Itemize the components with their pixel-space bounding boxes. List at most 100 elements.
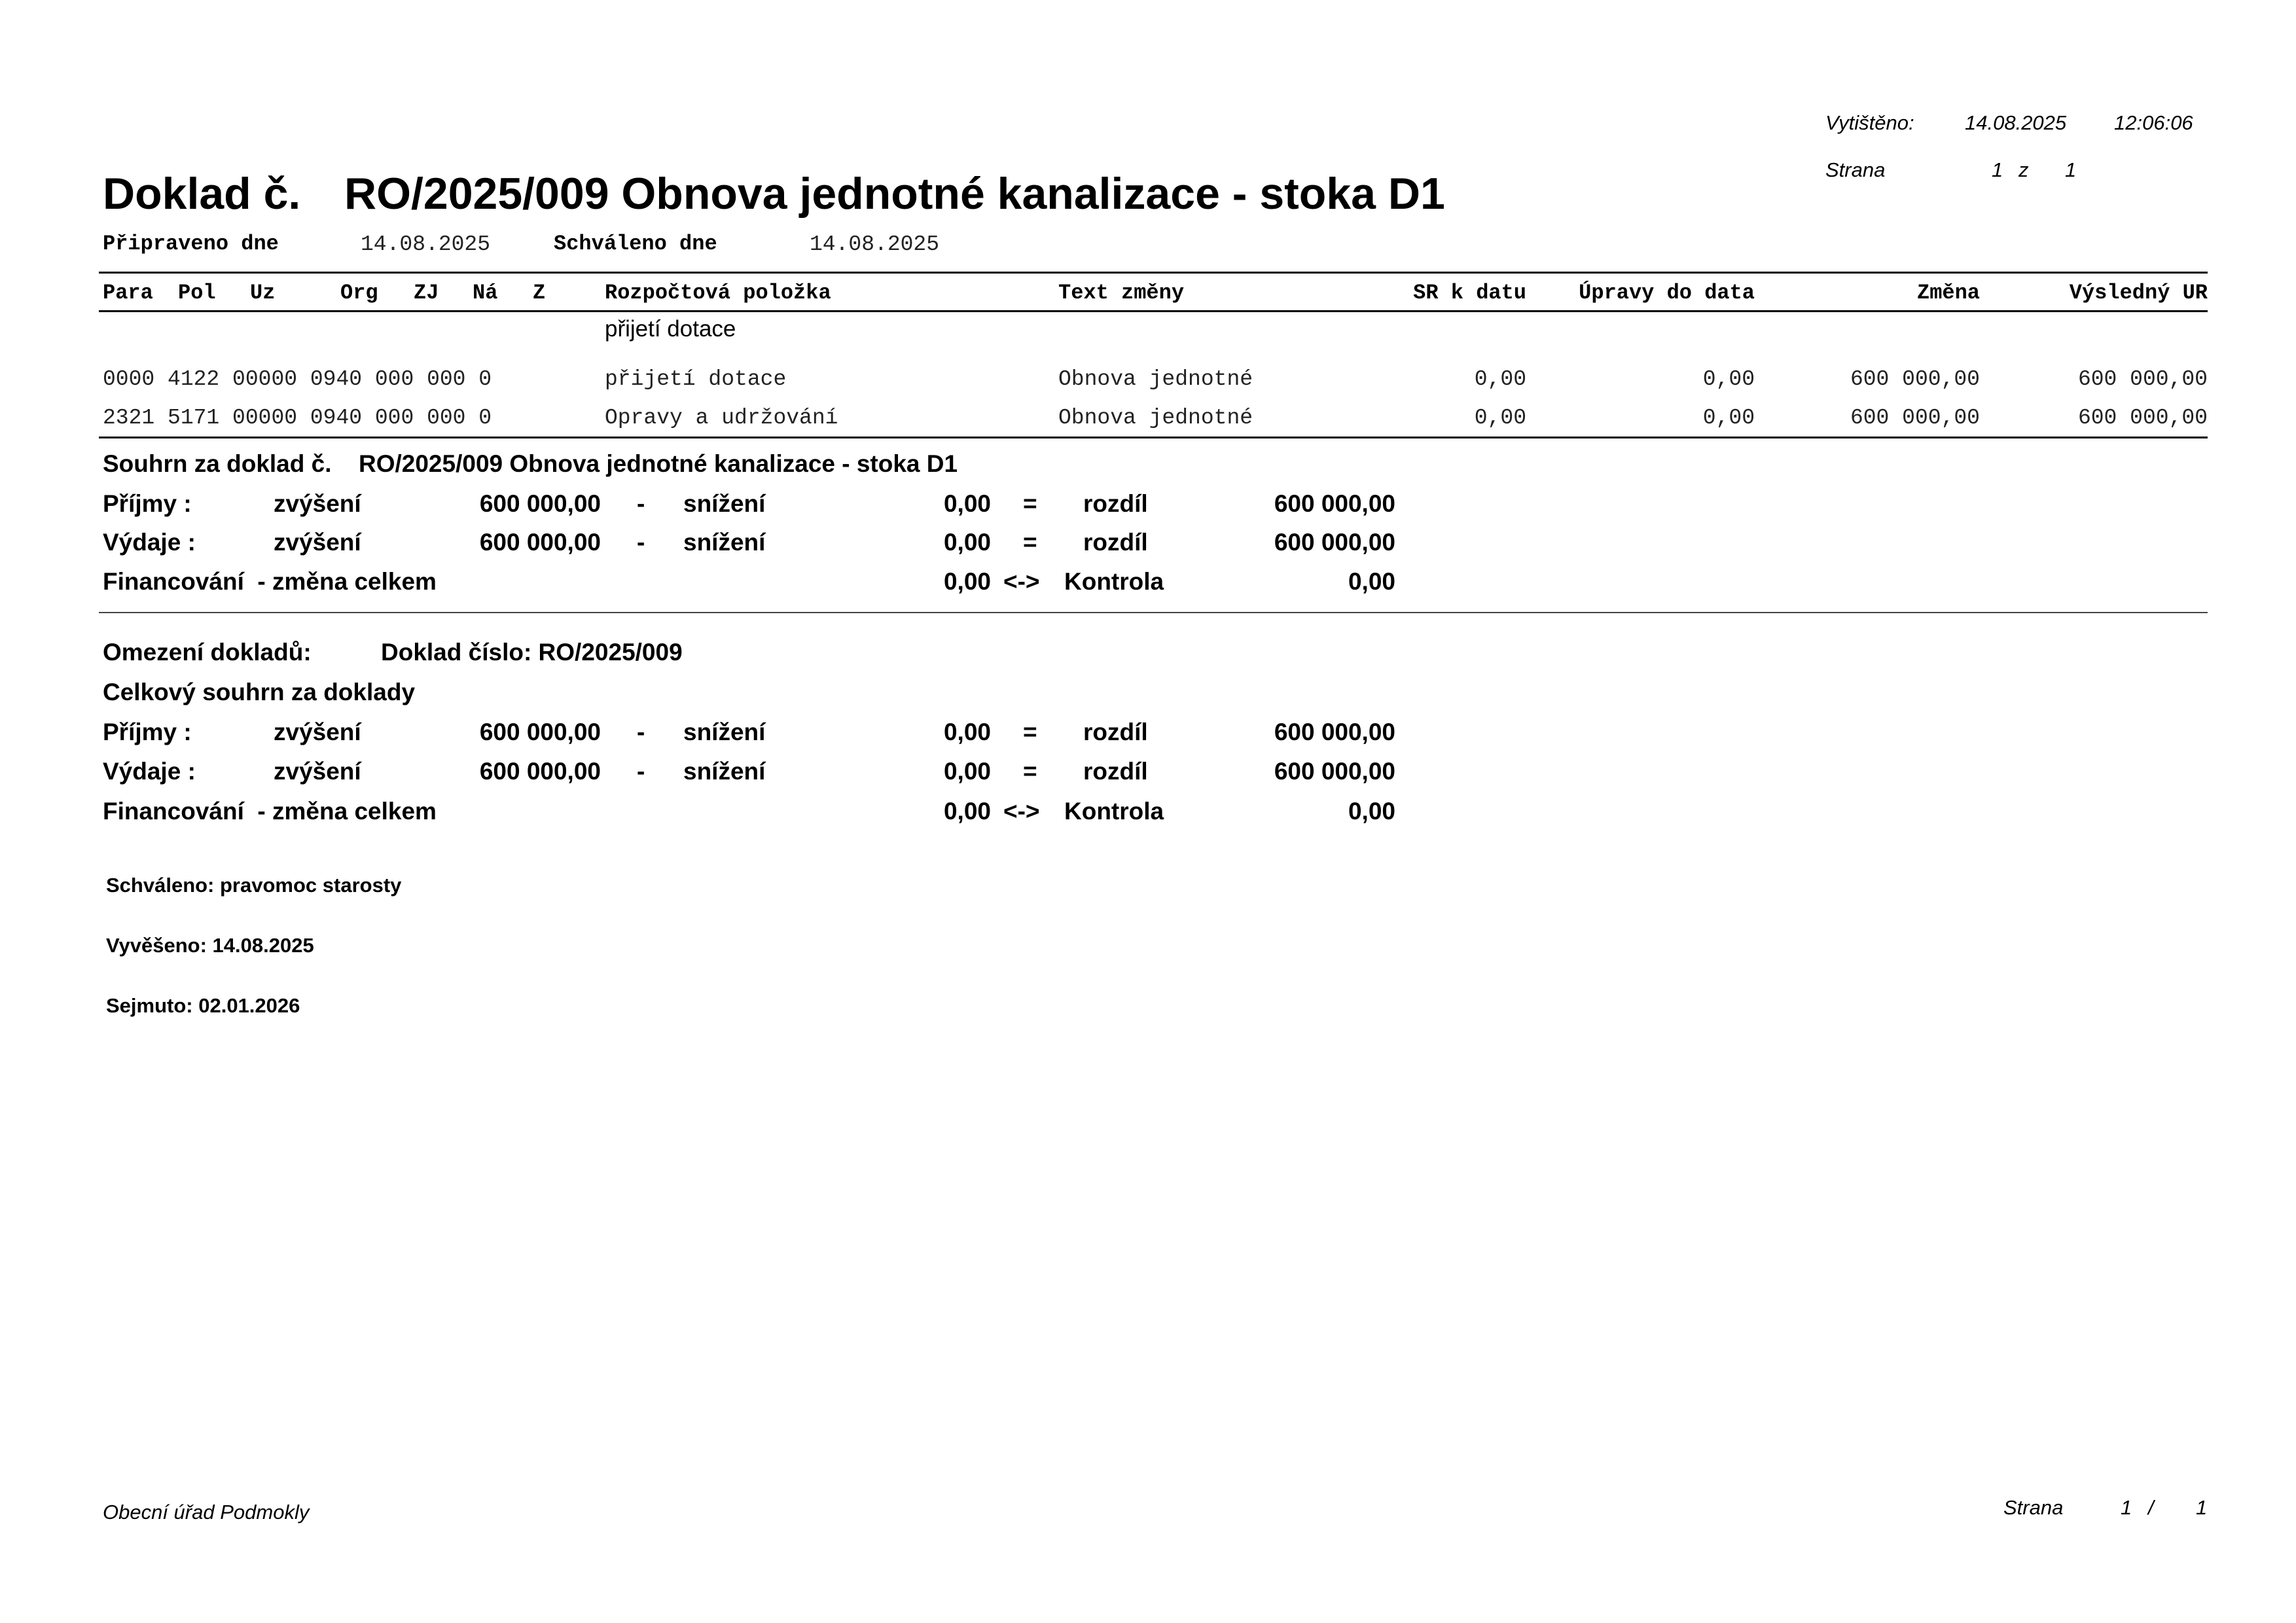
footer-page-label: Strana	[2003, 1496, 2064, 1519]
title-prefix: Doklad č.	[103, 169, 301, 219]
approved-value: 14.08.2025	[810, 232, 940, 257]
header-zj: ZJ	[414, 281, 439, 305]
vydaje-difference: 600 000,00	[1274, 758, 1395, 785]
total-title: Celkový souhrn za doklady	[103, 679, 416, 705]
vydaje-label: Výdaje :	[103, 758, 196, 785]
check-value: 0,00	[1348, 568, 1395, 595]
restriction-value: Doklad číslo: RO/2025/009	[381, 639, 683, 666]
footer-page-current: 1	[2121, 1496, 2132, 1519]
row-zmena: 600 000,00	[1850, 406, 1980, 430]
vydaje-difference-label: rozdíl	[1083, 758, 1148, 785]
note-removed: Sejmuto: 02.01.2026	[106, 994, 300, 1017]
vydaje-label: Výdaje :	[103, 529, 196, 556]
financing-value: 0,00	[943, 798, 991, 825]
prijmy-decrease: 0,00	[943, 719, 991, 745]
prijmy-increase: 600 000,00	[479, 719, 601, 745]
divider	[99, 310, 2208, 312]
vydaje-equals: =	[1023, 758, 1037, 785]
page-of: z	[2018, 158, 2029, 181]
prijmy-decrease-label: snížení	[683, 490, 766, 517]
financing-arrow: <->	[1003, 568, 1040, 595]
header-pol: Pol	[178, 281, 216, 305]
row-text: Obnova jednotné	[1058, 367, 1253, 391]
header-z: Z	[533, 281, 546, 305]
header-zmena: Změna	[1916, 281, 1980, 305]
restriction-label: Omezení dokladů:	[103, 639, 312, 666]
note-approved: Schváleno: pravomoc starosty	[106, 874, 402, 897]
header-upravy: Úpravy do data	[1579, 281, 1755, 305]
header-na: Ná	[473, 281, 498, 305]
footer-org: Obecní úřad Podmokly	[103, 1501, 310, 1524]
row-text: Obnova jednotné	[1058, 406, 1253, 430]
page-label: Strana	[1825, 158, 1886, 181]
vydaje-difference: 600 000,00	[1274, 529, 1395, 556]
row-vysledny: 600 000,00	[2077, 406, 2208, 430]
row-vysledny: 600 000,00	[2077, 367, 2208, 391]
row-sr: 0,00	[1474, 406, 1526, 430]
header-change-text: Text změny	[1058, 281, 1185, 305]
header-sr: SR k datu	[1413, 281, 1526, 305]
row-upravy: 0,00	[1702, 406, 1755, 430]
prijmy-label: Příjmy :	[103, 719, 192, 745]
vydaje-increase-label: zvýšení	[274, 758, 361, 785]
prijmy-minus: -	[637, 490, 645, 517]
financing-arrow: <->	[1003, 798, 1040, 825]
vydaje-increase: 600 000,00	[479, 529, 601, 556]
vydaje-decrease: 0,00	[943, 529, 991, 556]
prijmy-increase-label: zvýšení	[274, 719, 361, 745]
group-label: přijetí dotace	[605, 316, 736, 342]
divider	[99, 272, 2208, 274]
divider	[99, 437, 2208, 438]
financing-label: Financování - změna celkem	[103, 568, 437, 595]
printed-date: 14.08.2025	[1965, 111, 2067, 134]
vydaje-minus: -	[637, 758, 645, 785]
vydaje-decrease: 0,00	[943, 758, 991, 785]
approved-label: Schváleno dne	[554, 232, 717, 256]
page-current: 1	[1992, 158, 2003, 181]
financing-value: 0,00	[943, 568, 991, 595]
page-total: 1	[2065, 158, 2077, 181]
prijmy-difference: 600 000,00	[1274, 719, 1395, 745]
header-uz: Uz	[250, 281, 276, 305]
prijmy-difference-label: rozdíl	[1083, 490, 1148, 517]
prijmy-minus: -	[637, 719, 645, 745]
footer-slash: /	[2148, 1496, 2154, 1519]
prijmy-difference: 600 000,00	[1274, 490, 1395, 517]
check-label: Kontrola	[1064, 798, 1164, 825]
divider	[99, 612, 2208, 613]
vydaje-decrease-label: snížení	[683, 758, 766, 785]
prepared-value: 14.08.2025	[361, 232, 491, 257]
check-label: Kontrola	[1064, 568, 1164, 595]
printed-label: Vytištěno:	[1825, 111, 1914, 134]
row-sr: 0,00	[1474, 367, 1526, 391]
summary-title-prefix: Souhrn za doklad č.	[103, 450, 332, 477]
prijmy-increase: 600 000,00	[479, 490, 601, 517]
row-upravy: 0,00	[1702, 367, 1755, 391]
vydaje-difference-label: rozdíl	[1083, 529, 1148, 556]
summary-title: RO/2025/009 Obnova jednotné kanalizace -…	[359, 450, 958, 477]
vydaje-minus: -	[637, 529, 645, 556]
row-item: přijetí dotace	[605, 367, 787, 391]
prijmy-equals: =	[1023, 719, 1037, 745]
header-org: Org	[340, 281, 378, 305]
financing-label: Financování - změna celkem	[103, 798, 437, 825]
prepared-label: Připraveno dne	[103, 232, 279, 256]
header-budget-item: Rozpočtová položka	[605, 281, 831, 305]
note-posted: Vyvěšeno: 14.08.2025	[106, 934, 314, 957]
printed-time: 12:06:06	[2114, 111, 2193, 134]
vydaje-increase-label: zvýšení	[274, 529, 361, 556]
check-value: 0,00	[1348, 798, 1395, 825]
prijmy-decrease-label: snížení	[683, 719, 766, 745]
prijmy-difference-label: rozdíl	[1083, 719, 1148, 745]
header-vysledny: Výsledný UR	[2069, 281, 2208, 305]
prijmy-equals: =	[1023, 490, 1037, 517]
vydaje-decrease-label: snížení	[683, 529, 766, 556]
vydaje-equals: =	[1023, 529, 1037, 556]
footer-page-total: 1	[2196, 1496, 2208, 1519]
row-code: 2321 5171 00000 0940 000 000 0	[103, 406, 492, 430]
prijmy-decrease: 0,00	[943, 490, 991, 517]
row-zmena: 600 000,00	[1850, 367, 1980, 391]
header-para: Para	[103, 281, 153, 305]
row-item: Opravy a udržování	[605, 406, 838, 430]
